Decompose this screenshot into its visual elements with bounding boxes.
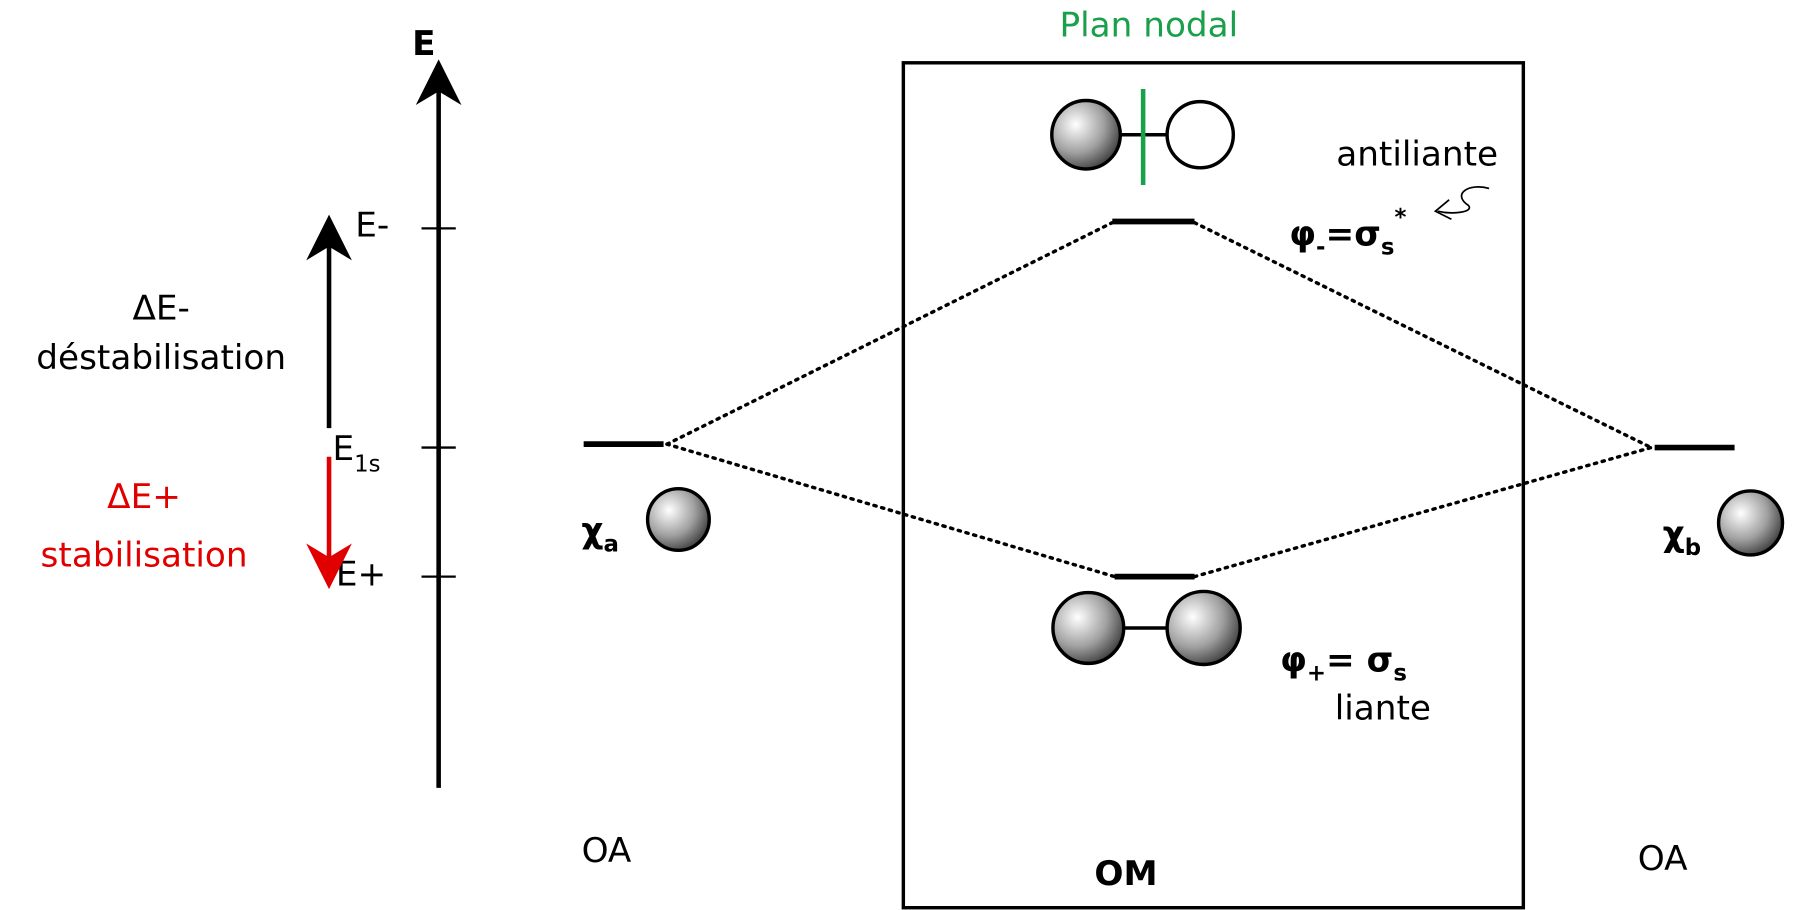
mo-name: antiliante [1336, 135, 1498, 175]
ao-sphere [648, 489, 710, 551]
axis-label: E [412, 24, 435, 64]
nodal-plane-label: Plan nodal [1059, 6, 1238, 46]
delta-label: stabilisation [41, 535, 248, 575]
level-label: E+ [336, 555, 386, 595]
bonding-orbital [1053, 591, 1240, 664]
level-label: E- [355, 205, 389, 245]
ao-label: χb [1663, 515, 1701, 561]
mo-formula: φ+= σs [1280, 640, 1407, 686]
delta-label: déstabilisation [36, 338, 286, 378]
level-label: E1s [332, 429, 380, 477]
ao-label: χa [581, 511, 619, 557]
mo-formula: φ-=σs* [1289, 205, 1406, 261]
delta-label: ΔE- [132, 289, 189, 329]
antibonding-orbital [1052, 89, 1234, 185]
mo-name: liante [1335, 688, 1431, 728]
pointer-arrowhead [1435, 200, 1451, 219]
correlation-lines [667, 223, 1651, 577]
column-label: OA [1638, 839, 1688, 879]
pointer-arrow [1438, 187, 1489, 213]
delta-label: ΔE+ [107, 477, 181, 517]
column-label: OM [1094, 854, 1157, 894]
om-box [903, 63, 1523, 908]
mo-diagram: E E- E1s E+ ΔE- déstabilisation ΔE+ stab… [0, 0, 1793, 910]
ao-sphere [1719, 491, 1783, 555]
column-label: OA [582, 831, 632, 871]
